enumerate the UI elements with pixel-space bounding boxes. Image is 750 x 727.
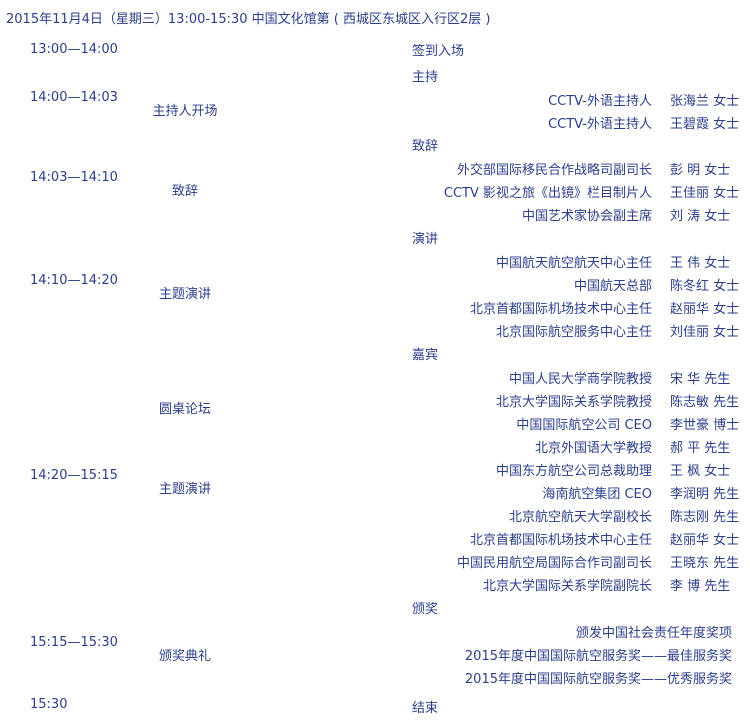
- speaker-org: 外交部国际移民合作战略司副司长: [456, 163, 652, 178]
- schedule-time: 14:00—14:03: [30, 90, 118, 105]
- speaker-name: 李润明 先生: [670, 487, 740, 502]
- speaker-org: 中国国际航空公司 CEO: [516, 418, 652, 433]
- speaker-org: 北京首都国际机场技术中心主任: [469, 302, 652, 317]
- speaker-name: 李世豪 博士: [670, 418, 740, 433]
- speaker-name: 郝 平 先生: [670, 441, 731, 456]
- speaker-name: 刘 涛 女士: [670, 209, 731, 224]
- speaker-org: CCTV-外语主持人: [548, 94, 652, 109]
- speaker-org: 北京首都国际机场技术中心主任: [469, 533, 652, 548]
- speaker-org: 中国航天总部: [573, 279, 652, 294]
- speaker-name: 陈志敏 先生: [670, 395, 740, 410]
- award-note: 颁发中国社会责任年度奖项: [575, 626, 732, 641]
- schedule-time: 14:20—15:15: [30, 468, 118, 483]
- speaker-row: 中国民用航空局国际合作司副司长 王晓东 先生: [456, 552, 740, 571]
- speaker-org: CCTV-外语主持人: [548, 117, 652, 132]
- speaker-name: 彭 明 女士: [670, 163, 731, 178]
- speaker-row: 北京航空航天大学副校长 陈志刚 先生: [508, 506, 740, 525]
- speaker-org: 北京国际航空服务中心主任: [495, 325, 652, 340]
- speaker-row: 北京大学国际关系学院教授 陈志敏 先生: [495, 391, 740, 410]
- right-header: 签到入场: [412, 44, 465, 59]
- speaker-row: 中国航天航空航天中心主任 王 伟 女士: [496, 252, 732, 271]
- schedule-time: 15:15—15:30: [30, 635, 118, 650]
- award-note: 2015年度中国国际航空服务奖——优秀服务奖: [464, 672, 732, 687]
- speaker-name: 赵丽华 女士: [670, 533, 740, 548]
- speaker-name: 赵丽华 女士: [670, 302, 740, 317]
- speaker-org: 中国艺术家协会副主席: [521, 209, 652, 224]
- speaker-org: 中国航天航空航天中心主任: [495, 256, 652, 271]
- speaker-name: 李 博 先生: [670, 579, 731, 594]
- speaker-name: 王晓东 先生: [670, 556, 740, 571]
- speaker-name: 张海兰 女士: [670, 94, 740, 109]
- speaker-row: 中国人民大学商学院教授 宋 华 先生: [509, 368, 732, 387]
- award-note: 2015年度中国国际航空服务奖——最佳服务奖: [464, 649, 732, 664]
- speaker-row: 中国航天总部 陈冬红 女士: [573, 275, 740, 294]
- schedule-session-label: 主持人开场: [152, 104, 218, 119]
- speaker-name: 刘佳丽 女士: [670, 325, 740, 340]
- group-label: 主持: [412, 70, 439, 85]
- speaker-row: CCTV 影视之旅《出镜》栏目制片人 王佳丽 女士: [443, 182, 740, 201]
- speaker-name: 王碧霞 女士: [670, 117, 740, 132]
- speaker-name: 王 伟 女士: [670, 256, 731, 271]
- schedule-session-label: 颁奖典礼: [158, 649, 211, 664]
- speaker-org: 北京大学国际关系学院教授: [495, 395, 652, 410]
- speaker-row: 北京首都国际机场技术中心主任 赵丽华 女士: [469, 298, 740, 317]
- speaker-row: 海南航空集团 CEO 李润明 先生: [542, 483, 740, 502]
- speaker-row: CCTV-外语主持人 王碧霞 女士: [548, 113, 740, 132]
- speaker-org: 北京外国语大学教授: [534, 441, 652, 456]
- schedule-session-label: 致辞: [171, 184, 198, 199]
- speaker-row: 北京大学国际关系学院副院长 李 博 先生: [483, 575, 732, 594]
- speaker-name: 陈志刚 先生: [670, 510, 740, 525]
- schedule-time: 13:00—14:00: [30, 42, 118, 57]
- speaker-row: CCTV-外语主持人 张海兰 女士: [548, 90, 740, 109]
- speaker-org: 中国民用航空局国际合作司副司长: [456, 556, 652, 571]
- end-label: 结束: [412, 701, 439, 716]
- schedule-session-label: 主题演讲: [158, 287, 211, 302]
- speaker-row: 中国艺术家协会副主席 刘 涛 女士: [522, 205, 732, 224]
- speaker-org: 中国东方航空公司总裁助理: [495, 464, 652, 479]
- schedule-session-label: 主题演讲: [158, 482, 211, 497]
- schedule-time: 14:10—14:20: [30, 273, 118, 288]
- speaker-row: 中国国际航空公司 CEO 李世豪 博士: [516, 414, 740, 433]
- speaker-row: 外交部国际移民合作战略司副司长 彭 明 女士: [457, 159, 732, 178]
- speaker-name: 宋 华 先生: [670, 372, 731, 387]
- speaker-org: CCTV 影视之旅《出镜》栏目制片人: [443, 186, 652, 201]
- page-title: 2015年11月4日（星期三）13:00-15:30 中国文化馆第 ( 西城区东…: [6, 12, 491, 27]
- speaker-row: 北京国际航空服务中心主任 刘佳丽 女士: [495, 321, 740, 340]
- schedule-session-label: 圆桌论坛: [158, 402, 211, 417]
- schedule-time: 14:03—14:10: [30, 170, 118, 185]
- speaker-row: 北京外国语大学教授 郝 平 先生: [535, 437, 732, 456]
- speaker-name: 陈冬红 女士: [670, 279, 740, 294]
- group-label: 颁奖: [412, 602, 439, 617]
- group-label: 致辞: [412, 139, 439, 154]
- speaker-org: 海南航空集团 CEO: [542, 487, 652, 502]
- speaker-row: 北京首都国际机场技术中心主任 赵丽华 女士: [469, 529, 740, 548]
- group-label: 演讲: [412, 232, 439, 247]
- speaker-org: 中国人民大学商学院教授: [508, 372, 652, 387]
- speaker-row: 中国东方航空公司总裁助理 王 枫 女士: [496, 460, 732, 479]
- schedule-time: 15:30: [30, 697, 68, 712]
- group-label: 嘉宾: [412, 348, 439, 363]
- speaker-name: 王 枫 女士: [670, 464, 731, 479]
- speaker-org: 北京大学国际关系学院副院长: [482, 579, 652, 594]
- speaker-name: 王佳丽 女士: [670, 186, 740, 201]
- speaker-org: 北京航空航天大学副校长: [508, 510, 652, 525]
